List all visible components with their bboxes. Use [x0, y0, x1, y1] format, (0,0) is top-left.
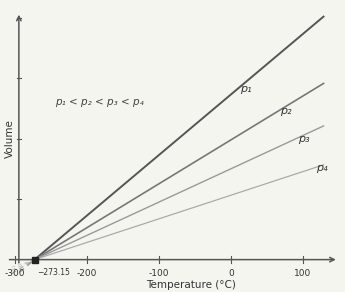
Text: -100: -100	[149, 269, 169, 278]
Text: p₂: p₂	[280, 107, 291, 117]
Text: −273.15: −273.15	[37, 268, 70, 277]
Text: p₄: p₄	[316, 163, 327, 173]
Text: p₁: p₁	[240, 84, 252, 93]
Text: -200: -200	[77, 269, 97, 278]
Text: 100: 100	[294, 269, 311, 278]
Text: Volume: Volume	[4, 119, 14, 158]
Text: p₁ < p₂ < p₃ < p₄: p₁ < p₂ < p₃ < p₄	[55, 98, 144, 107]
Text: Temperature (°C): Temperature (°C)	[146, 280, 236, 290]
Text: -300: -300	[5, 269, 26, 278]
Text: p₃: p₃	[298, 134, 309, 144]
Text: 0: 0	[228, 269, 234, 278]
